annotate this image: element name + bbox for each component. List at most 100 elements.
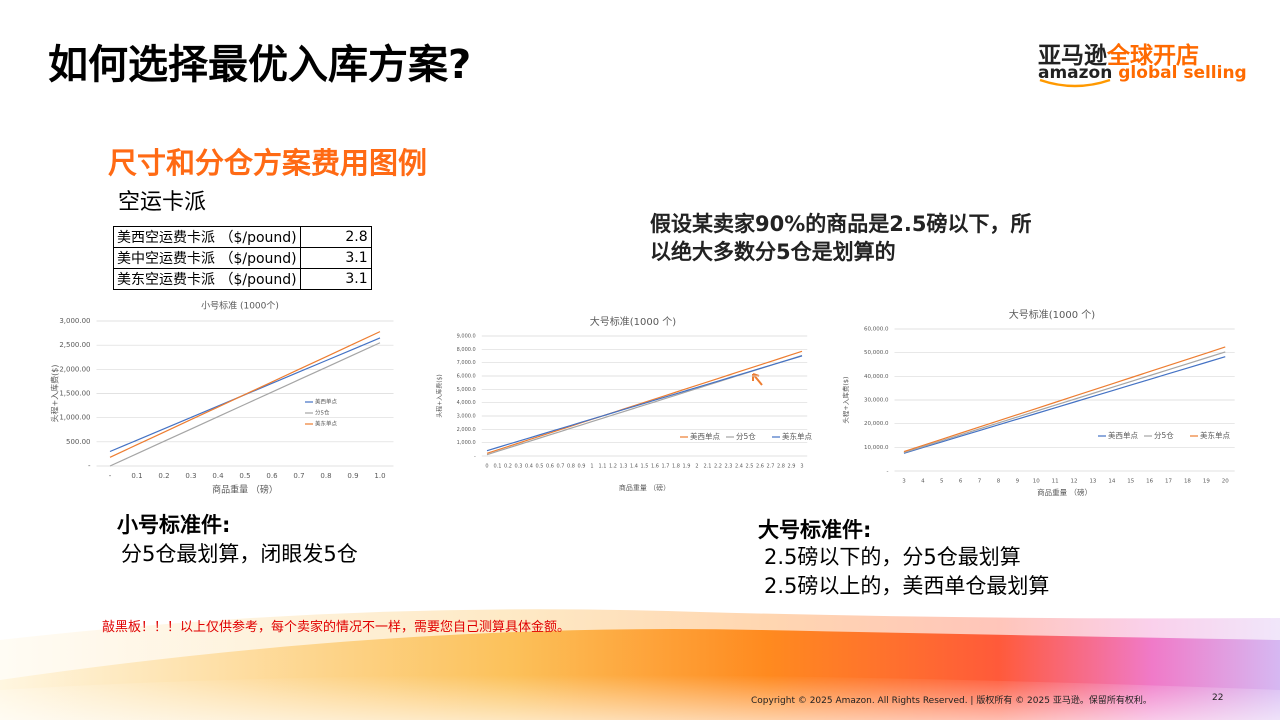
table-row: 美中空运费卡派 （$/pound) 3.1: [113, 247, 372, 269]
x-tick-label: 0.4: [212, 472, 224, 480]
rate-table: 美西空运费卡派 （$/pound) 2.8 美中空运费卡派 （$/pound) 3.1…: [113, 226, 372, 290]
legend-label: 美东单点: [782, 431, 812, 441]
x-tick-label: 2.1: [704, 464, 712, 470]
logo-en-2: global selling: [1118, 63, 1247, 83]
x-tick-label: 11: [1052, 479, 1059, 485]
y-tick-label: 4,000.0: [457, 400, 476, 406]
y-tick-label: 500.00: [66, 438, 91, 446]
table-row: 美东空运费卡派 （$/pound) 3.1: [113, 268, 372, 290]
x-tick-label: 17: [1165, 479, 1172, 485]
note-line: 以绝大多数分5仓是划算的: [650, 240, 896, 264]
x-tick-label: 2.7: [767, 464, 775, 470]
x-tick-label: 14: [1108, 479, 1115, 485]
x-tick-label: 19: [1203, 479, 1210, 485]
legend-label: 美东单点: [315, 420, 338, 428]
y-tick-label: 3,000.00: [59, 317, 90, 325]
small-heading: 小号标准件:: [117, 513, 231, 537]
table-row: 美西空运费卡派 （$/pound) 2.8: [113, 226, 372, 248]
x-tick-label: 0.7: [557, 464, 565, 470]
y-tick-label: -: [88, 462, 91, 470]
x-tick-label: 3: [800, 464, 803, 470]
x-axis-label: 商品重量 （磅）: [619, 483, 670, 492]
x-tick-label: 0.2: [158, 472, 169, 480]
x-tick-label: 2.8: [777, 464, 785, 470]
y-tick-label: 1,000.00: [59, 414, 90, 422]
y-axis-label: 头程+入库费($): [841, 376, 850, 423]
x-tick-label: 2.4: [735, 464, 743, 470]
x-tick-label: 4: [921, 479, 925, 485]
x-tick-label: 0.5: [536, 464, 544, 470]
logo-en: amazon global selling: [1038, 63, 1247, 83]
y-tick-label: 9,000.0: [457, 334, 476, 340]
table-cell: 美东空运费卡派 （$/pound): [113, 268, 301, 290]
section-subtitle: 空运卡派: [118, 190, 207, 215]
x-tick-label: 2.9: [788, 464, 796, 470]
x-tick-label: 0.1: [494, 464, 502, 470]
y-tick-label: 5,000.0: [457, 387, 476, 393]
x-tick-label: 0.9: [578, 464, 586, 470]
note-line: 假设某卖家90%的商品是2.5磅以下，所: [650, 212, 1032, 236]
legend-label: 美西单点: [690, 431, 720, 441]
x-tick-label: 0: [485, 464, 488, 470]
y-tick-label: 50,000.0: [864, 350, 889, 356]
x-tick-label: 1.4: [630, 464, 638, 470]
x-tick-label: 1.3: [620, 464, 628, 470]
x-tick-label: 1.6: [651, 464, 659, 470]
x-tick-label: 13: [1089, 479, 1096, 485]
table-cell: 3.1: [299, 247, 372, 269]
x-tick-label: 1.5: [641, 464, 649, 470]
y-tick-label: 2,000.00: [59, 365, 90, 373]
series-line: [486, 350, 803, 454]
logo-smile: [1039, 78, 1111, 88]
table-cell: 2.8: [299, 226, 372, 248]
x-tick-label: 0.6: [546, 464, 554, 470]
legend-label: 分5仓: [736, 431, 756, 441]
x-tick-label: 16: [1146, 479, 1153, 485]
x-tick-label: 0.6: [266, 472, 278, 480]
y-axis-label: 头程+入库费($): [436, 374, 444, 418]
disclaimer: 敲黑板！！！以上仅供参考，每个卖家的情况不一样，需要您自己测算具体金额。: [102, 620, 571, 635]
chart-title: 大号标准(1000 个): [1009, 308, 1096, 321]
copyright: Copyright © 2025 Amazon. All Rights Rese…: [751, 696, 1152, 706]
x-tick-label: 1.1: [599, 464, 607, 470]
small-line: 分5仓最划算，闭眼发5仓: [121, 542, 358, 566]
x-tick-label: 2: [695, 464, 698, 470]
y-tick-label: 8,000.0: [457, 347, 476, 353]
y-tick-label: -: [887, 469, 889, 475]
x-tick-label: 0.7: [293, 472, 304, 480]
x-tick-label: 0.2: [504, 464, 512, 470]
x-tick-label: 1.7: [662, 464, 670, 470]
section-title: 尺寸和分仓方案费用图例: [108, 146, 428, 180]
x-tick-label: 2.2: [714, 464, 722, 470]
series-line: [903, 351, 1226, 454]
title: 如何选择最优入库方案?: [48, 42, 472, 88]
x-tick-label: 2.5: [746, 464, 754, 470]
x-tick-label: 1.8: [672, 464, 680, 470]
y-tick-label: 1,500.00: [59, 390, 90, 398]
x-tick-label: 0.3: [515, 464, 523, 470]
x-tick-label: 1.0: [374, 472, 385, 480]
x-tick-label: 0.5: [239, 472, 250, 480]
series-line: [486, 355, 803, 452]
series-line: [109, 331, 381, 458]
legend-label: 分5仓: [1154, 430, 1174, 440]
x-tick-label: 7: [978, 479, 982, 485]
y-tick-label: 40,000.0: [864, 374, 889, 380]
x-axis-label: 商品重量 （磅）: [212, 484, 278, 496]
logo-en-1: amazon: [1038, 63, 1113, 83]
x-tick-label: 20: [1222, 479, 1229, 485]
y-tick-label: 2,000.0: [457, 427, 476, 433]
x-tick-label: 15: [1127, 479, 1134, 485]
y-tick-label: 10,000.0: [864, 445, 889, 451]
legend-label: 美西单点: [315, 398, 338, 406]
series-line: [109, 342, 381, 467]
x-tick-label: 0.8: [320, 472, 331, 480]
x-tick-label: 0.8: [567, 464, 575, 470]
table-cell: 3.1: [299, 268, 372, 290]
x-tick-label: 12: [1071, 479, 1078, 485]
y-tick-label: 60,000.0: [864, 327, 889, 333]
large-line: 2.5磅以下的，分5仓最划算: [764, 545, 1021, 569]
x-tick-label: 8: [997, 479, 1001, 485]
x-tick-label: 0.3: [185, 472, 196, 480]
y-tick-label: 7,000.0: [457, 360, 476, 366]
